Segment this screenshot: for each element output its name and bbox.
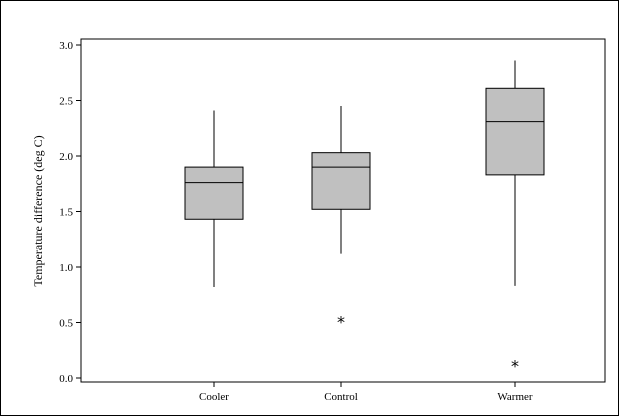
iqr-box: [485, 87, 545, 176]
y-tick-label: 2.0: [59, 151, 73, 163]
outlier-marker: *: [511, 357, 519, 376]
iqr-box: [184, 166, 244, 220]
x-tick-label: Cooler: [199, 391, 229, 403]
y-tick-label: 3.0: [59, 40, 73, 52]
y-tick-label: 2.5: [59, 96, 73, 108]
iqr-box: [311, 152, 371, 210]
y-axis-title: Temperature difference (deg C): [31, 135, 45, 286]
x-tick-label: Warmer: [497, 391, 532, 403]
y-tick-label: 1.0: [59, 262, 73, 274]
y-tick-label: 0.0: [59, 373, 73, 385]
y-tick-label: 1.5: [59, 207, 73, 219]
y-axis: 0.0 0.5 1.0 1.5 2.0 2.5 3.0: [59, 40, 81, 385]
x-tick-label: Control: [324, 391, 358, 403]
boxes: **: [184, 60, 545, 376]
outlier-marker: *: [337, 312, 345, 331]
box-control: *: [311, 106, 371, 331]
box-cooler: [184, 110, 244, 287]
box-warmer: *: [485, 60, 545, 376]
x-axis: Cooler Control Warmer: [199, 382, 533, 403]
y-tick-label: 0.5: [59, 318, 73, 330]
